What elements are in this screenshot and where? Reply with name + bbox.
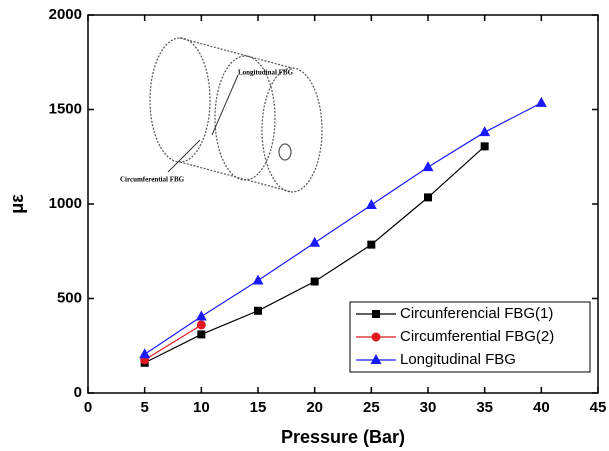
y-tick-label: 1500 bbox=[49, 100, 82, 117]
series-line bbox=[144, 324, 202, 361]
legend-marker bbox=[371, 332, 381, 342]
legend-label: Circunferencial FBG(1) bbox=[400, 305, 553, 322]
point bbox=[424, 193, 432, 202]
y-tick-label: 2000 bbox=[49, 6, 82, 23]
y-tick-label: 0 bbox=[74, 384, 82, 401]
point bbox=[196, 320, 206, 330]
inset-drawing bbox=[149, 37, 323, 193]
point bbox=[310, 277, 319, 286]
y-axis-title: με bbox=[7, 194, 27, 214]
legend-label: Circumferential FBG(2) bbox=[400, 328, 554, 345]
point bbox=[195, 310, 207, 321]
x-tick-label: 20 bbox=[306, 399, 323, 416]
point bbox=[252, 274, 264, 285]
point bbox=[254, 306, 262, 315]
series-line bbox=[144, 102, 542, 355]
x-tick-label: 10 bbox=[193, 399, 210, 416]
point bbox=[139, 348, 151, 359]
y-tick-label: 1000 bbox=[49, 195, 82, 212]
y-tick-label: 500 bbox=[57, 289, 82, 306]
inset-arrows bbox=[167, 74, 239, 173]
legend-label: Longitudinal FBG bbox=[400, 351, 516, 368]
point bbox=[197, 330, 206, 339]
x-axis-title: Pressure (Bar) bbox=[281, 427, 405, 447]
point bbox=[480, 142, 489, 151]
point bbox=[422, 161, 434, 172]
x-tick-label: 40 bbox=[533, 399, 550, 416]
point bbox=[535, 96, 547, 107]
x-tick-label: 15 bbox=[250, 399, 267, 416]
point bbox=[365, 198, 377, 209]
annotation: Longitudinal FBG bbox=[238, 69, 294, 77]
legend-marker bbox=[372, 310, 380, 318]
x-tick-label: 30 bbox=[420, 399, 437, 416]
annotation: Circumferential FBG bbox=[120, 176, 185, 184]
point bbox=[479, 126, 491, 137]
x-tick-label: 35 bbox=[476, 399, 493, 416]
point bbox=[309, 236, 321, 247]
x-tick-label: 0 bbox=[84, 399, 92, 416]
legend-marker bbox=[370, 354, 382, 364]
point bbox=[367, 240, 376, 249]
x-tick-label: 45 bbox=[590, 399, 607, 416]
x-tick-label: 5 bbox=[140, 399, 148, 416]
x-tick-label: 25 bbox=[363, 399, 380, 416]
